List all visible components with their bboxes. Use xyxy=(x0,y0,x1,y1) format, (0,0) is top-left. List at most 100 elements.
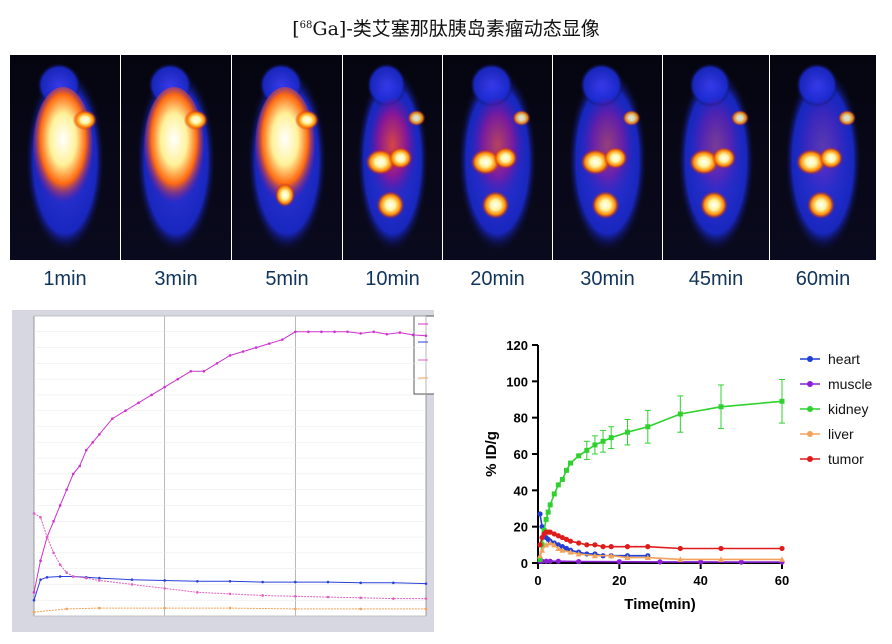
data-point-tumor xyxy=(551,531,557,537)
data-point xyxy=(424,582,428,585)
data-point xyxy=(98,433,101,436)
kidney-spot-left xyxy=(470,149,501,175)
data-point xyxy=(359,581,362,585)
data-point-kidney xyxy=(547,502,553,508)
timepoint-label-20min: 20min xyxy=(470,268,525,290)
kidney-spot-left xyxy=(796,149,826,175)
data-point xyxy=(163,579,166,582)
x-tick-label: 40 xyxy=(693,573,707,588)
legend-label-tumor: tumor xyxy=(828,451,864,467)
data-point-kidney xyxy=(541,527,547,533)
data-point-kidney xyxy=(584,447,590,453)
bladder-spot xyxy=(807,191,835,219)
x-tick-label: 20 xyxy=(612,573,626,588)
data-point xyxy=(254,346,258,349)
legend-label-kidney: kidney xyxy=(828,401,868,417)
data-point xyxy=(78,464,82,468)
data-point xyxy=(261,594,264,597)
data-point-heart xyxy=(555,542,561,548)
data-point xyxy=(228,606,232,610)
tumor-spot xyxy=(731,110,749,126)
legend-marker-heart xyxy=(807,356,813,362)
bladder-spot xyxy=(481,191,510,219)
data-point-liver xyxy=(559,547,566,553)
data-point-kidney xyxy=(568,460,574,466)
legend-marker-kidney xyxy=(807,406,813,412)
y-tick-label: 20 xyxy=(514,520,528,535)
data-point-liver xyxy=(644,554,651,561)
data-point xyxy=(215,362,219,365)
legend-label-muscle: muscle xyxy=(828,376,873,392)
left-tac-chart xyxy=(12,310,434,632)
data-point-muscle xyxy=(698,559,704,565)
data-point-tumor xyxy=(779,545,785,552)
legend-marker-tumor xyxy=(807,456,813,462)
data-point xyxy=(58,575,62,578)
data-point xyxy=(392,597,395,600)
data-point-kidney xyxy=(677,411,683,417)
whole-body-uptake xyxy=(33,87,93,203)
legend-label-heart: heart xyxy=(828,351,860,367)
head-silhouette xyxy=(469,63,514,107)
data-point xyxy=(163,587,166,590)
data-point xyxy=(65,488,68,491)
data-point-kidney xyxy=(592,442,598,448)
kidney-spot-left xyxy=(365,149,396,175)
whole-body-uptake xyxy=(144,87,204,203)
data-point-tumor xyxy=(537,542,543,548)
data-point-kidney xyxy=(537,556,543,562)
data-point xyxy=(32,591,36,594)
data-point xyxy=(228,354,232,357)
data-point xyxy=(359,596,362,600)
data-point xyxy=(307,330,310,334)
data-point xyxy=(294,607,297,611)
data-point xyxy=(39,559,42,563)
timepoint-label-1min: 1min xyxy=(43,268,87,290)
tumor-spot xyxy=(184,110,208,130)
data-point-kidney xyxy=(543,516,549,522)
data-point-tumor xyxy=(677,545,683,552)
bladder-spot xyxy=(376,191,405,219)
y-tick-label: 100 xyxy=(506,374,528,389)
data-point-kidney xyxy=(545,509,551,515)
data-point xyxy=(346,330,349,334)
data-point-kidney xyxy=(555,482,561,488)
kidney-spot-right xyxy=(493,147,518,169)
data-point xyxy=(45,576,49,579)
data-point-kidney xyxy=(718,404,724,410)
data-point xyxy=(52,551,55,555)
pet-scan-panel xyxy=(232,55,342,260)
tumor-spot xyxy=(73,110,97,130)
head-silhouette xyxy=(688,63,732,107)
data-point-liver xyxy=(543,541,550,548)
data-point xyxy=(39,578,42,581)
data-point-tumor xyxy=(559,534,565,541)
kidney-spot-right xyxy=(603,147,628,169)
data-point-kidney xyxy=(779,398,785,404)
head-silhouette xyxy=(579,63,624,107)
y-tick-label: 60 xyxy=(514,447,528,462)
data-point xyxy=(333,330,336,334)
head-silhouette xyxy=(366,63,407,107)
bladder-spot xyxy=(275,183,295,207)
data-point-tumor xyxy=(584,542,590,548)
data-point-muscle xyxy=(547,558,553,564)
data-point xyxy=(98,579,101,582)
data-point xyxy=(150,393,153,397)
data-point xyxy=(359,607,362,611)
series-line-0 xyxy=(33,331,427,593)
data-point xyxy=(163,606,166,610)
data-point xyxy=(294,330,297,334)
data-point-muscle xyxy=(576,558,582,565)
data-point-liver xyxy=(539,547,546,553)
legend-label-liver: liver xyxy=(828,426,854,442)
data-point xyxy=(45,535,49,539)
data-point-tumor xyxy=(555,533,561,539)
data-point xyxy=(176,377,180,381)
data-point xyxy=(424,597,428,600)
kidney-spot-left xyxy=(580,149,611,175)
pet-scan-panel xyxy=(663,55,769,260)
y-axis-label: % ID/g xyxy=(483,431,500,477)
data-point-kidney xyxy=(645,424,651,430)
data-point xyxy=(137,401,140,405)
